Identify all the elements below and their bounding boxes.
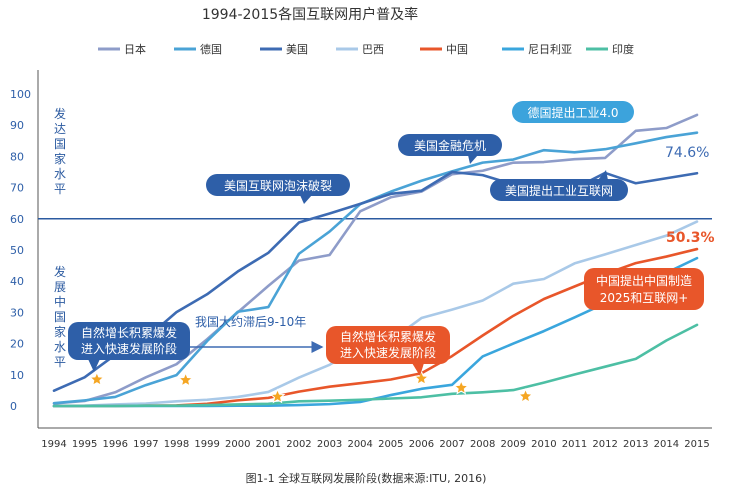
callout-germany-industry40-text: 德国提出工业4.0 <box>527 105 618 120</box>
legend-label: 美国 <box>286 43 308 56</box>
callout-germany-industry40: 德国提出工业4.0 <box>512 101 634 123</box>
stage-label-char: 中 <box>54 294 66 309</box>
y-tick-labels: 0 10 20 30 40 50 60 70 80 90 100 <box>10 88 31 413</box>
series-line <box>52 323 699 408</box>
milestone-star <box>269 388 286 404</box>
chart-title: 1994-2015各国互联网用户普及率 <box>202 6 418 23</box>
y-tick-label: 80 <box>10 150 24 163</box>
y-tick-label: 60 <box>10 213 24 226</box>
stage-label-char: 发 <box>54 106 66 121</box>
stage-label-char: 展 <box>54 280 66 294</box>
legend-label: 德国 <box>200 42 222 56</box>
y-tick-label: 20 <box>10 338 24 351</box>
callout-us-industrial-internet-text: 美国提出工业互联网 <box>505 183 613 198</box>
milestone-star <box>517 388 534 404</box>
callout-cn-growth: 自然增长积累爆发 进入快速发展阶段 <box>326 326 450 376</box>
x-tick-label: 2006 <box>409 439 434 450</box>
x-tick-label: 2011 <box>562 439 587 450</box>
stage-label-char: 家 <box>54 324 66 339</box>
callout-cn-made-in-china-line1: 中国提出中国制造 <box>596 273 692 288</box>
x-tick-label: 2009 <box>501 439 526 450</box>
series-line <box>52 113 699 405</box>
x-tick-label: 2005 <box>378 439 403 450</box>
y-tick-label: 90 <box>10 119 24 132</box>
y-tick-label: 10 <box>10 369 24 382</box>
x-tick-label: 2008 <box>470 439 495 450</box>
legend: 日本 德国 美国 巴西 中国 尼日利亚 印度 <box>98 42 634 56</box>
x-tick-label: 2013 <box>623 439 648 450</box>
milestone-star <box>413 370 430 386</box>
y-tick-label: 100 <box>10 88 31 101</box>
callout-cn-made-in-china-line2: 2025和互联网+ <box>600 291 689 305</box>
x-tick-label: 2002 <box>286 439 311 450</box>
us-value-label: 74.6% <box>665 145 709 161</box>
callout-us-dotcom-bubble: 美国互联网泡沫破裂 <box>206 174 350 204</box>
series-line <box>52 220 699 408</box>
x-tick-label: 2001 <box>256 439 281 450</box>
cn-value-label: 50.3% <box>666 230 715 246</box>
callout-cn-growth-line1: 自然增长积累爆发 <box>340 329 436 344</box>
milestone-stars <box>88 370 534 404</box>
callout-us-dotcom-bubble-text: 美国互联网泡沫破裂 <box>224 178 332 193</box>
x-tick-label: 1998 <box>164 439 189 450</box>
y-tick-label: 50 <box>10 244 24 257</box>
x-tick-label: 2010 <box>531 439 556 450</box>
x-tick-label: 2014 <box>654 439 679 450</box>
stage-label-char: 达 <box>54 122 66 136</box>
callout-us-financial-crisis: 美国金融危机 <box>398 134 502 164</box>
x-tick-label: 2015 <box>684 439 709 450</box>
callout-developed-growth-line2: 进入快速发展阶段 <box>81 341 177 356</box>
x-tick-labels: 1994 1995 1996 1997 1998 1999 2000 2001 2002 2003… <box>41 439 709 450</box>
stage-label-char: 平 <box>54 355 66 369</box>
y-tick-label: 30 <box>10 306 24 319</box>
stage-label-char: 国 <box>54 310 66 324</box>
stage-label-char: 发 <box>54 264 66 279</box>
x-tick-label: 2012 <box>592 439 617 450</box>
x-tick-label: 1999 <box>194 439 219 450</box>
callout-cn-growth-line2: 进入快速发展阶段 <box>340 345 436 360</box>
x-tick-label: 1994 <box>41 439 66 450</box>
callout-developed-growth-line1: 自然增长积累爆发 <box>81 325 177 340</box>
callout-cn-made-in-china: 中国提出中国制造 2025和互联网+ <box>584 268 704 310</box>
stage-label-char: 平 <box>54 182 66 196</box>
stage-label-char: 家 <box>54 151 66 166</box>
milestone-star <box>177 371 194 387</box>
legend-label: 中国 <box>446 43 468 56</box>
y-tick-label: 70 <box>10 182 24 195</box>
callout-developed-growth: 自然增长积累爆发 进入快速发展阶段 <box>68 322 190 372</box>
callout-us-industrial-internet: 美国提出工业互联网 <box>490 170 628 201</box>
y-tick-label: 40 <box>10 275 24 288</box>
callout-us-financial-crisis-text: 美国金融危机 <box>414 138 486 153</box>
x-tick-label: 1995 <box>72 439 97 450</box>
x-tick-label: 2004 <box>347 439 372 450</box>
lag-note: 我国大约滞后9-10年 <box>195 314 306 329</box>
stage-label-char: 水 <box>54 167 66 181</box>
x-tick-label: 2003 <box>317 439 342 450</box>
stage-label-char: 水 <box>54 340 66 354</box>
legend-label: 尼日利亚 <box>528 43 572 56</box>
figure-caption: 图1-1 全球互联网发展阶段(数据来源:ITU, 2016) <box>246 471 487 485</box>
legend-label: 日本 <box>124 42 146 56</box>
x-tick-label: 2000 <box>225 439 250 450</box>
legend-label: 巴西 <box>362 43 384 56</box>
x-tick-label: 1997 <box>133 439 158 450</box>
milestone-star <box>88 371 105 387</box>
legend-label: 印度 <box>612 42 634 56</box>
x-tick-label: 1996 <box>103 439 128 450</box>
milestone-star <box>453 379 470 395</box>
x-tick-label: 2007 <box>439 439 464 450</box>
y-tick-label: 0 <box>10 400 17 413</box>
stage-label-char: 国 <box>54 137 66 151</box>
